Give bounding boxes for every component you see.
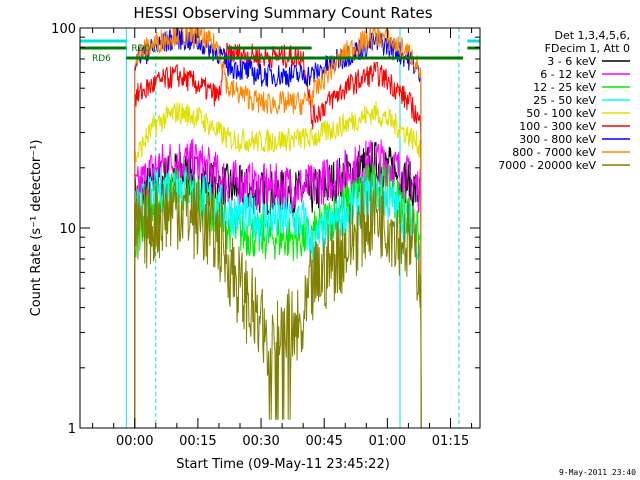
legend-entry-label: 50 - 100 keV [526,107,596,120]
legend-entry-label: 100 - 300 keV [519,120,596,133]
date-stamp: 9-May-2011 23:40 [559,468,636,477]
series-line [134,172,422,428]
series-line [134,138,422,428]
y-tick-label: 10 [59,222,76,237]
y-tick-label: 100 [51,22,76,37]
series-line [134,101,422,428]
flag-label: RD6 [92,54,111,64]
x-tick-label: 00:45 [305,434,342,449]
legend-entry-label: 800 - 7000 keV [512,146,596,159]
legend-entry-label: 7000 - 20000 keV [498,159,596,172]
legend-entry-label: 25 - 50 keV [533,94,596,107]
legend-header-line: FDecim 1, Att 0 [545,42,630,55]
x-tick-label: 01:00 [369,434,406,449]
chart-title: HESSI Observing Summary Count Rates [133,4,432,22]
x-tick-label: 00:30 [242,434,279,449]
x-tick-label: 00:00 [116,434,153,449]
y-tick-label: 1 [68,422,76,437]
series-line [134,28,422,428]
x-tick-label: 01:15 [432,434,469,449]
x-tick-label: 00:15 [179,434,216,449]
flag-label: RD0 [131,44,150,54]
y-axis-label: Count Rate (s⁻¹ detector⁻¹) [29,140,44,317]
legend: Det 1,3,4,5,6,FDecim 1, Att 03 - 6 keV6 … [498,29,630,172]
legend-header-line: Det 1,3,4,5,6, [554,29,630,42]
legend-entry-label: 12 - 25 keV [533,81,596,94]
legend-entry-label: 300 - 800 keV [519,133,596,146]
legend-entry-label: 6 - 12 keV [540,68,596,81]
plot-area: RD0 RD6 1 10 100 00:00 00:15 00:30 00:45 01:00 01:… [51,22,481,449]
series-line [134,28,422,428]
series-line [134,165,422,428]
x-axis-label: Start Time (09-May-11 23:45:22) [176,457,390,472]
legend-entry-label: 3 - 6 keV [547,55,596,68]
